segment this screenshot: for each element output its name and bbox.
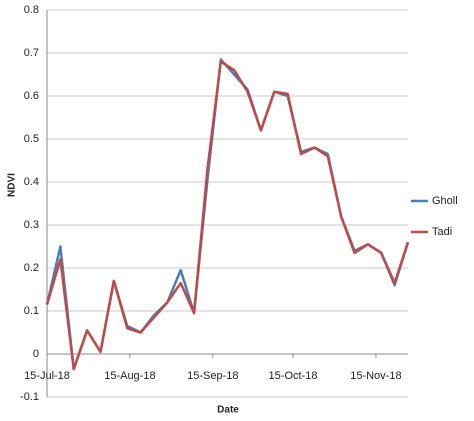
x-tick-label: 15-Jul-18	[24, 370, 70, 382]
x-tick-label: 15-Sep-18	[187, 370, 238, 382]
y-tick-label: 0.1	[24, 305, 39, 317]
y-tick-label: 0.2	[24, 262, 39, 274]
y-tick-label: 0.5	[24, 133, 39, 145]
y-tick-label: -0.1	[20, 391, 39, 403]
y-tick-label: 0.6	[24, 90, 39, 102]
x-tick-label: 15-Nov-18	[350, 370, 401, 382]
x-tick-label: 15-Oct-18	[269, 370, 318, 382]
legend-label: Tadi	[432, 226, 452, 238]
y-tick-label: 0.4	[24, 176, 39, 188]
x-axis-title: Date	[217, 405, 239, 416]
y-tick-label: 0.8	[24, 4, 39, 16]
x-tick-label: 15-Aug-18	[104, 370, 155, 382]
line-series	[45, 58, 410, 371]
y-tick-label: 0.7	[24, 47, 39, 59]
y-axis-title: NDVI	[7, 173, 18, 197]
line-series	[45, 60, 410, 371]
y-tick-label: 0	[33, 348, 39, 360]
legend-label: Gholl	[432, 195, 458, 207]
y-tick-label: 0.3	[24, 219, 39, 231]
